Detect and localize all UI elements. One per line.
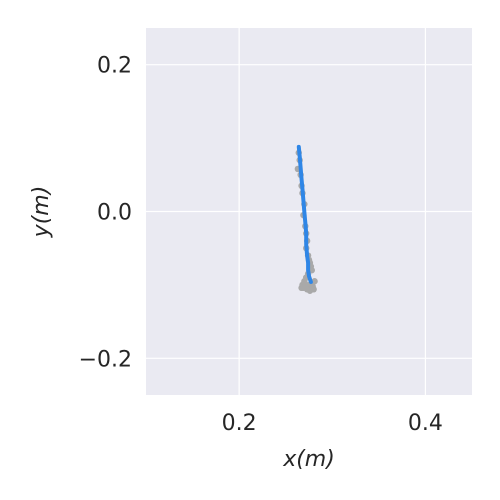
x-tick-label: 0.2 [222,411,257,436]
y-axis-label: y(m) [29,186,54,239]
scatter-point [311,278,318,285]
trajectory-line [296,144,313,284]
y-tick-label: 0.0 [97,201,132,226]
y-tick-label: 0.2 [97,54,132,79]
x-tick-label: 0.4 [408,411,443,436]
scatter-point [300,284,307,292]
x-axis-label: x(m) [282,447,335,472]
tick-labels: 0.2 0.4 0.2 0.0 −0.2 [79,54,443,436]
y-tick-label: −0.2 [79,347,132,372]
grid-lines [146,28,472,395]
series-layer [294,144,318,294]
